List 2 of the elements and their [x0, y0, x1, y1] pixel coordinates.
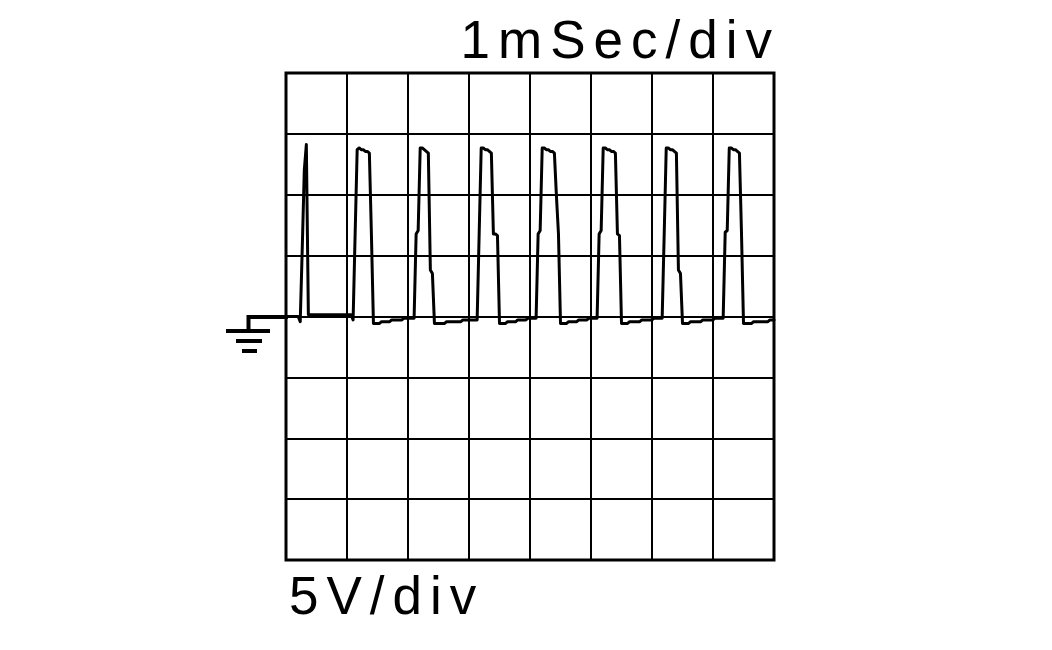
- x-axis-title: 1mSec/div: [460, 10, 780, 69]
- text: 5V/div: [289, 566, 485, 625]
